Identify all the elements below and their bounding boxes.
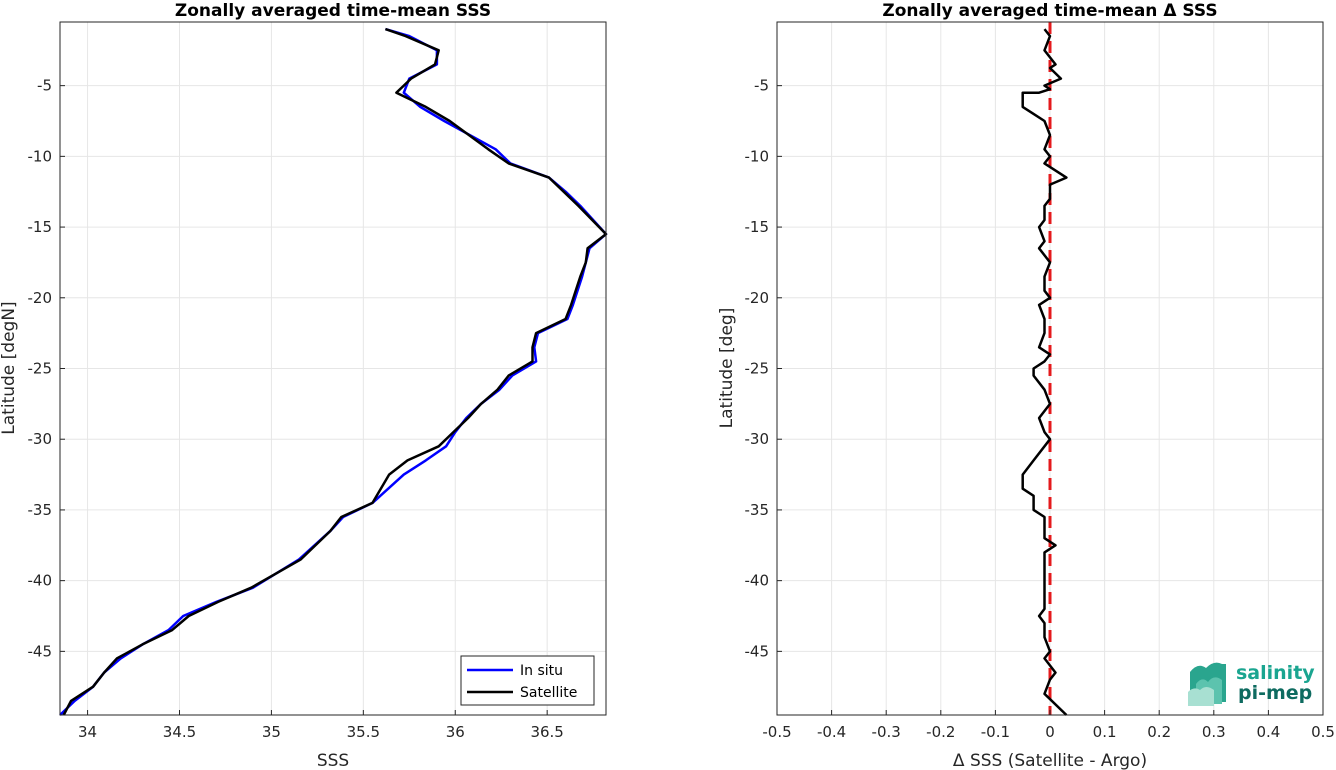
sss-ytick-label: -30 [28, 430, 53, 448]
sss-ytick-label: -10 [28, 147, 53, 165]
delta-xtick-label: -0.3 [872, 723, 901, 741]
logo-text-salinity: salinity [1236, 662, 1315, 684]
delta-ytick-label: -5 [754, 77, 769, 95]
sss-ytick-label: -40 [28, 572, 53, 590]
logo-text-pi-mep: pi-mep [1238, 682, 1312, 704]
sss-xtick-label: 36.5 [530, 723, 563, 741]
delta-ytick-label: -10 [745, 147, 770, 165]
logo-wave-icon [1188, 662, 1226, 706]
delta-xtick-label: -0.2 [926, 723, 955, 741]
delta-sss-panel: -0.5 -0.4 -0.3 -0.2 -0.1 0 0.1 0.2 0.3 0.4 0.5 -5 -1… [717, 1, 1335, 770]
delta-ytick-label: -15 [745, 218, 770, 236]
legend-label-satellite: Satellite [520, 685, 577, 701]
delta-ticks: -0.5 -0.4 -0.3 -0.2 -0.1 0 0.1 0.2 0.3 0.4 0.5 -5 -1… [745, 77, 1335, 741]
series-line-satellite [62, 27, 608, 716]
sss-xtick-label: 34.5 [163, 723, 196, 741]
delta-ytick-label: -25 [745, 360, 770, 378]
delta-ytick-label: -20 [745, 289, 770, 307]
sss-title: Zonally averaged time-mean SSS [175, 1, 491, 21]
delta-xtick-label: 0 [1045, 723, 1055, 741]
delta-ytick-label: -40 [745, 572, 770, 590]
delta-xlabel: Δ SSS (Satellite - Argo) [953, 751, 1147, 770]
sss-xlabel: SSS [317, 751, 349, 770]
sss-panel: 34 34.5 35 35.5 36 36.5 -5 -10 -15 -20 -25 -30 -35 -4… [0, 1, 608, 770]
sss-ylabel: Latitude [degN] [0, 301, 19, 434]
sss-xtick-label: 35 [262, 723, 281, 741]
delta-xtick-label: 0.1 [1093, 723, 1117, 741]
legend-label-in-situ: In situ [520, 663, 563, 679]
delta-xtick-label: -0.4 [817, 723, 846, 741]
sss-xtick-label: 35.5 [347, 723, 380, 741]
delta-ylabel: Latitude [deg] [717, 308, 737, 429]
sss-xtick-label: 34 [78, 723, 97, 741]
sss-ytick-label: -5 [37, 77, 52, 95]
delta-xtick-label: -0.5 [762, 723, 791, 741]
sss-ytick-label: -20 [28, 289, 53, 307]
sss-ticks: 34 34.5 35 35.5 36 36.5 -5 -10 -15 -20 -25 -30 -35 -4… [28, 77, 564, 741]
series-line-in-situ [59, 27, 608, 716]
sss-xtick-label: 36 [446, 723, 465, 741]
salinity-pi-mep-logo: salinity pi-mep [1188, 662, 1315, 706]
delta-ytick-label: -45 [745, 642, 770, 660]
delta-xtick-label: -0.1 [981, 723, 1010, 741]
sss-ytick-label: -45 [28, 642, 53, 660]
delta-xtick-label: 0.5 [1311, 723, 1335, 741]
legend: In situ Satellite [460, 655, 595, 706]
delta-ytick-label: -30 [745, 430, 770, 448]
legend-box [460, 655, 595, 706]
delta-ytick-label: -35 [745, 501, 770, 519]
series-line-delta [1021, 28, 1068, 716]
sss-ytick-label: -35 [28, 501, 53, 519]
delta-xtick-label: 0.3 [1202, 723, 1226, 741]
delta-series-layer [1021, 28, 1068, 716]
delta-xtick-label: 0.2 [1147, 723, 1171, 741]
delta-xtick-label: 0.4 [1256, 723, 1280, 741]
sss-series-layer [59, 27, 608, 716]
sss-ytick-label: -15 [28, 218, 53, 236]
sss-grid [60, 22, 606, 715]
delta-title: Zonally averaged time-mean Δ SSS [882, 1, 1217, 21]
sss-ytick-label: -25 [28, 360, 53, 378]
